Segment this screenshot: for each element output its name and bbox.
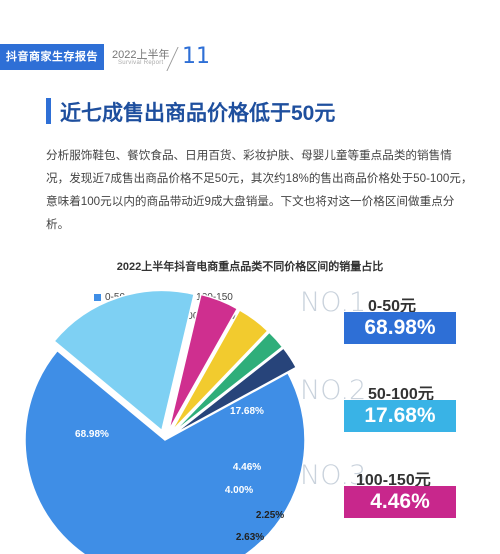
pie-label-200-300: 2.25% bbox=[256, 510, 284, 521]
headline-accent-bar bbox=[46, 98, 51, 124]
pie-slice-0-50 bbox=[24, 349, 306, 554]
chart-title: 2022上半年抖音电商重点品类不同价格区间的销量占比 bbox=[116, 261, 384, 273]
pie-slice-300+ bbox=[172, 347, 298, 436]
legend-item-0-50: 0-50 bbox=[94, 292, 125, 303]
pie-slice-100-150 bbox=[167, 293, 239, 432]
rank-2-range: 50-100元 bbox=[368, 386, 434, 403]
rank-3-label: NO.3 bbox=[300, 460, 367, 491]
pie-slice-200-300 bbox=[171, 331, 284, 434]
headline: 近七成售出商品价格低于50元 bbox=[60, 102, 336, 125]
pie-label-150-200: 4.00% bbox=[225, 485, 253, 496]
pie-label-50-100: 17.68% bbox=[230, 406, 264, 417]
pie-label-100-150: 4.46% bbox=[233, 462, 261, 473]
report-tag: 抖音商家生存报告 bbox=[0, 44, 104, 70]
body-paragraph: 分析服饰鞋包、餐饮食品、日用百货、彩妆护肤、母婴儿童等重点品类的销售情况，发现近… bbox=[46, 149, 473, 231]
rank-2-percent: 17.68% bbox=[344, 400, 456, 432]
pie-label-0-50: 68.98% bbox=[75, 429, 109, 440]
pie-label-300+: 2.63% bbox=[236, 532, 264, 543]
rank-1-percent: 68.98% bbox=[344, 312, 456, 344]
page-number: 11 bbox=[182, 44, 210, 69]
rank-3-percent: 4.46% bbox=[344, 486, 456, 518]
pie-slice-150-200 bbox=[170, 308, 269, 433]
report-half: 2022上半年 bbox=[112, 49, 170, 61]
legend-label: 0-50 bbox=[105, 292, 126, 303]
report-subtitle: Survival Report bbox=[118, 60, 164, 66]
rank-3-range: 100-150元 bbox=[356, 472, 431, 489]
legend-label: 100-150 bbox=[196, 292, 233, 303]
legend-swatch bbox=[94, 294, 101, 301]
pie-slice-50-100 bbox=[53, 289, 196, 432]
rank-1-range: 0-50元 bbox=[368, 298, 417, 315]
